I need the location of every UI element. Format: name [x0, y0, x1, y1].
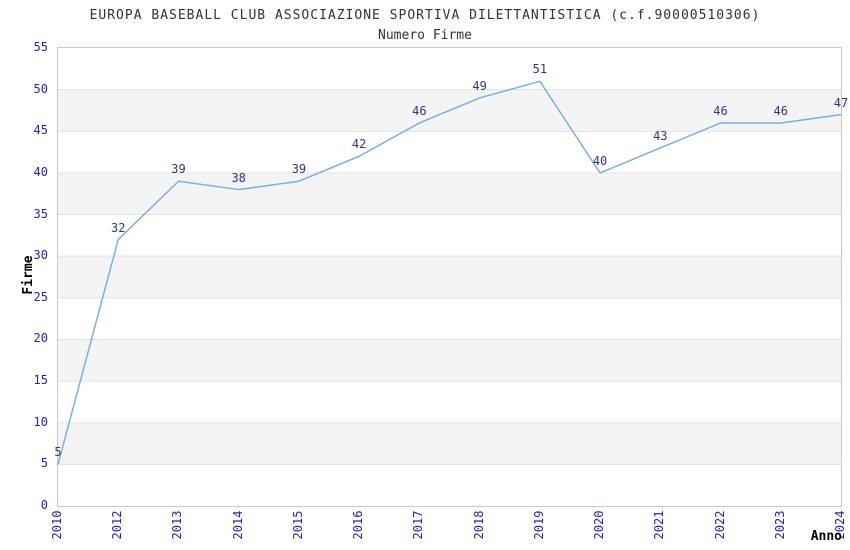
point-label: 46	[773, 103, 788, 118]
x-tick-label: 2012	[110, 510, 125, 540]
point-label: 39	[171, 162, 186, 177]
y-tick-label: 0	[40, 498, 48, 512]
x-tick-label: 2022	[712, 510, 727, 540]
x-tick-label: 2016	[351, 510, 366, 540]
point-label: 46	[412, 103, 427, 118]
x-tick-label: 2017	[411, 510, 426, 540]
y-tick-label: 35	[33, 206, 48, 221]
point-label: 42	[351, 137, 367, 152]
y-tick-label: 45	[33, 123, 48, 138]
x-tick-label: 2020	[592, 510, 607, 540]
y-tick-label: 50	[33, 81, 48, 96]
x-tick-label: 2023	[772, 510, 787, 540]
point-label: 5	[54, 445, 62, 460]
chart-subtitle: Numero Firme	[378, 28, 472, 43]
x-tick-label: 2013	[170, 510, 185, 540]
x-tick-label: 2018	[471, 510, 486, 540]
point-label: 51	[532, 62, 548, 77]
point-label: 47	[833, 95, 849, 110]
chart-title: EUROPA BASEBALL CLUB ASSOCIAZIONE SPORTI…	[89, 8, 761, 23]
point-label: 43	[653, 128, 668, 143]
x-axis-title: Anno	[810, 529, 842, 544]
y-tick-label: 40	[33, 164, 48, 179]
y-tick-label: 30	[33, 248, 48, 263]
y-tick-label: 20	[33, 331, 48, 346]
y-tick-label: 15	[33, 373, 48, 388]
y-tick-label: 10	[33, 414, 48, 429]
line-series	[57, 80, 842, 465]
plot-band	[58, 256, 841, 298]
x-tick-label: 2015	[290, 510, 305, 540]
plot-band	[58, 422, 841, 465]
y-tick-label: 25	[33, 289, 48, 304]
x-tick-label: 2019	[531, 510, 546, 540]
point-label: 49	[472, 78, 487, 93]
point-label: 46	[713, 103, 728, 118]
plot-area: 5 32 39 38 39 42 46 49 51 40 43 46 46 47	[54, 47, 848, 507]
plot-band	[58, 339, 841, 382]
line-chart-svg	[57, 80, 842, 465]
y-tick-label: 55	[33, 40, 48, 54]
x-tick-label: 2010	[50, 510, 64, 540]
y-tick-label: 5	[40, 456, 48, 471]
x-tick-label: 2014	[230, 510, 245, 540]
point-label: 40	[592, 153, 608, 168]
x-tick-label: 2021	[652, 510, 667, 540]
point-label: 32	[110, 220, 126, 235]
plot-band	[58, 172, 841, 215]
point-label: 39	[291, 162, 307, 177]
point-label: 38	[231, 170, 246, 185]
